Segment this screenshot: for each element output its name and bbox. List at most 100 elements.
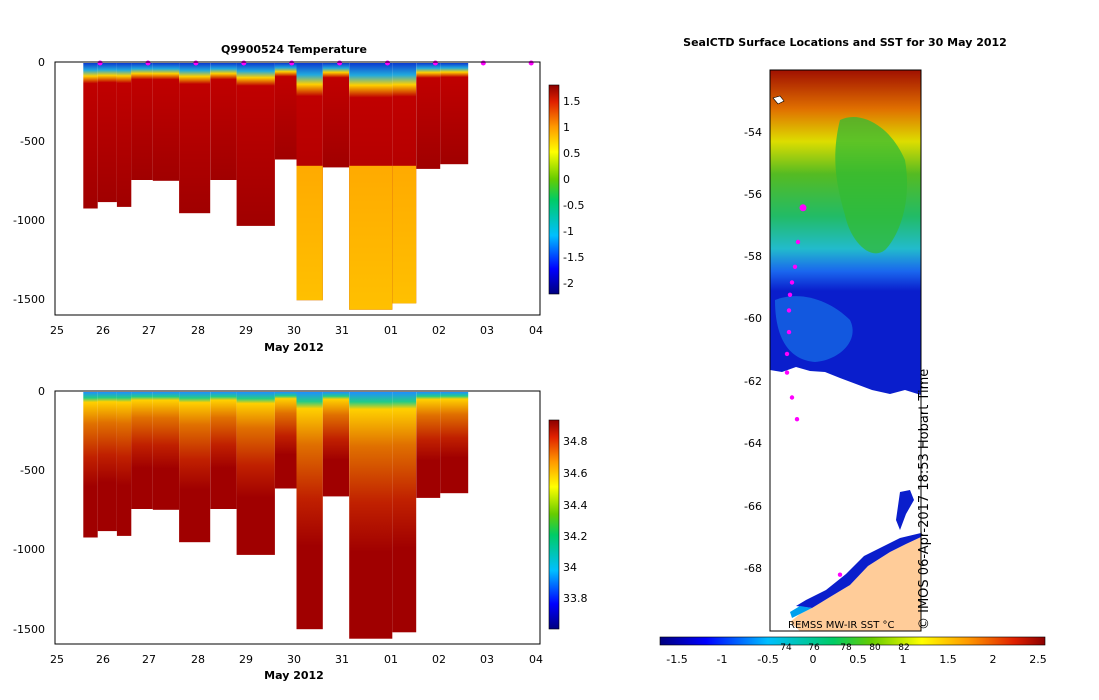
temp-colorbar-tick: 0.5 (563, 147, 581, 160)
map-surface-location (784, 351, 790, 357)
temp-ytick-label: 0 (38, 56, 45, 69)
sst-colorbar-tick: 0 (810, 653, 817, 666)
profile-time-marker (145, 60, 151, 66)
temp-profile-column (236, 63, 275, 226)
map-source-label: REMSS MW-IR SST °C (788, 620, 895, 631)
temp-xtick-label: 03 (480, 324, 494, 337)
sst-colorbar: -1.5 -1 -0.5 0 0.5 1 1.5 2 2.5 74 76 78 … (659, 636, 1047, 666)
sal-profile-column (131, 392, 153, 509)
sst-contour-label: 74 (780, 643, 792, 653)
temp-deep-warm-segment (349, 165, 393, 310)
sal-profile-column (349, 392, 393, 639)
sal-profile-column (392, 392, 417, 633)
sal-ytick-label: 0 (38, 385, 45, 398)
sal-profile-column (97, 392, 117, 532)
sst-colorbar-tick: -1.5 (666, 653, 687, 666)
sst-cool-patch (775, 296, 853, 362)
map-surface-location (789, 395, 795, 400)
map-ytick-label: -54 (744, 126, 762, 139)
sst-contour-label: 82 (898, 643, 909, 653)
map-credit: © IMOS 06-Apr-2017 18:53 Hobart Time (917, 369, 932, 630)
map-surface-location (786, 308, 792, 313)
sal-ytick-label: -500 (20, 464, 45, 477)
map-ytick-label: -60 (744, 312, 762, 325)
temp-colorbar-tick: 0 (563, 173, 570, 186)
temp-colorbar-tick: 1.5 (563, 95, 581, 108)
temp-xtick-label: 28 (191, 324, 205, 337)
profile-time-marker (193, 60, 199, 66)
sal-xtick-label: 28 (191, 653, 205, 666)
temp-deep-warm-segment (296, 165, 323, 301)
temp-colorbar-tick: -1 (563, 225, 574, 238)
map-title: SealCTD Surface Locations and SST for 30… (683, 36, 1007, 49)
profile-time-marker (241, 60, 247, 66)
sal-profile-column (152, 392, 180, 510)
temp-colorbar-tick: -0.5 (563, 199, 584, 212)
profile-time-marker (480, 60, 486, 66)
temp-profile-column (83, 63, 98, 209)
temp-x-axis-label: May 2012 (264, 341, 324, 354)
temp-xtick-label: 04 (529, 324, 543, 337)
sst-colorbar-tick: -1 (717, 653, 728, 666)
sal-profiles (83, 392, 469, 639)
temp-ytick-label: -500 (20, 135, 45, 148)
temp-profile-column (210, 63, 237, 180)
sal-profile-column (296, 392, 323, 630)
ice-edge-east (896, 490, 914, 530)
sal-ytick-label: -1000 (13, 543, 45, 556)
sal-colorbar-tick: 34.6 (563, 467, 588, 480)
island (772, 95, 785, 105)
coastal-sea-ice-west (790, 606, 812, 618)
coastal-sea-ice (796, 533, 921, 608)
temp-profile-column (440, 63, 469, 165)
map-surface-location (789, 280, 795, 285)
temp-colorbar-bar (548, 84, 560, 295)
temp-colorbar-tick: -2 (563, 277, 574, 290)
sal-y-axis: 0 -500 -1000 -1500 (13, 385, 45, 636)
sal-profile-column (83, 392, 98, 538)
sal-plot-area (54, 390, 541, 645)
temp-xtick-label: 31 (335, 324, 349, 337)
temp-xtick-label: 25 (50, 324, 64, 337)
temp-deep-warm-segment (392, 165, 417, 304)
sal-colorbar: 34.8 34.6 34.4 34.2 34 33.8 (548, 419, 588, 630)
sal-profile-column (179, 392, 211, 543)
profile-time-marker (337, 60, 343, 66)
sal-profile-column (274, 392, 297, 489)
map-surface-location (792, 264, 798, 269)
sal-profile-column (416, 392, 441, 498)
map-ytick-label: -62 (744, 375, 762, 388)
sal-xtick-label: 30 (287, 653, 301, 666)
map-ytick-label: -68 (744, 562, 762, 575)
sst-colorbar-tick: 2.5 (1029, 653, 1047, 666)
sst-colorbar-tick: 0.5 (849, 653, 867, 666)
sal-colorbar-tick: 34.2 (563, 530, 588, 543)
sal-xtick-label: 26 (96, 653, 110, 666)
temp-x-axis: 25 26 27 28 29 30 31 01 02 03 04 May 201… (50, 324, 543, 354)
temp-panel-title: Q9900524 Temperature (221, 43, 367, 56)
map-ytick-label: -58 (744, 250, 762, 263)
map-surface-location (794, 417, 800, 422)
profile-time-marker (289, 60, 295, 66)
temp-colorbar-tick: 1 (563, 121, 570, 134)
map-surface-locations (784, 204, 843, 577)
temp-y-axis: 0 -500 -1000 -1500 (13, 56, 45, 306)
sal-colorbar-tick: 34.4 (563, 499, 588, 512)
profile-time-marker (97, 60, 103, 66)
sal-profile-column (116, 392, 132, 536)
temp-xtick-label: 27 (142, 324, 156, 337)
map-surface-location (837, 572, 843, 577)
temp-profile-column (274, 63, 297, 160)
sst-colorbar-tick: 2 (990, 653, 997, 666)
map-surface-location (799, 204, 807, 212)
map-frame (769, 69, 922, 632)
sst-colorbar-bar (659, 636, 1046, 646)
temp-ytick-label: -1000 (13, 214, 45, 227)
sst-contour-label: 80 (869, 643, 881, 653)
sst-contour-label: 78 (840, 643, 852, 653)
map-area: REMSS MW-IR SST °C © IMOS 06-Apr-2017 18… (769, 69, 932, 632)
map-surface-location (795, 239, 801, 245)
sst-colorbar-tick: 1 (900, 653, 907, 666)
sal-colorbar-bar (548, 419, 560, 630)
temp-profile-column (116, 63, 132, 207)
